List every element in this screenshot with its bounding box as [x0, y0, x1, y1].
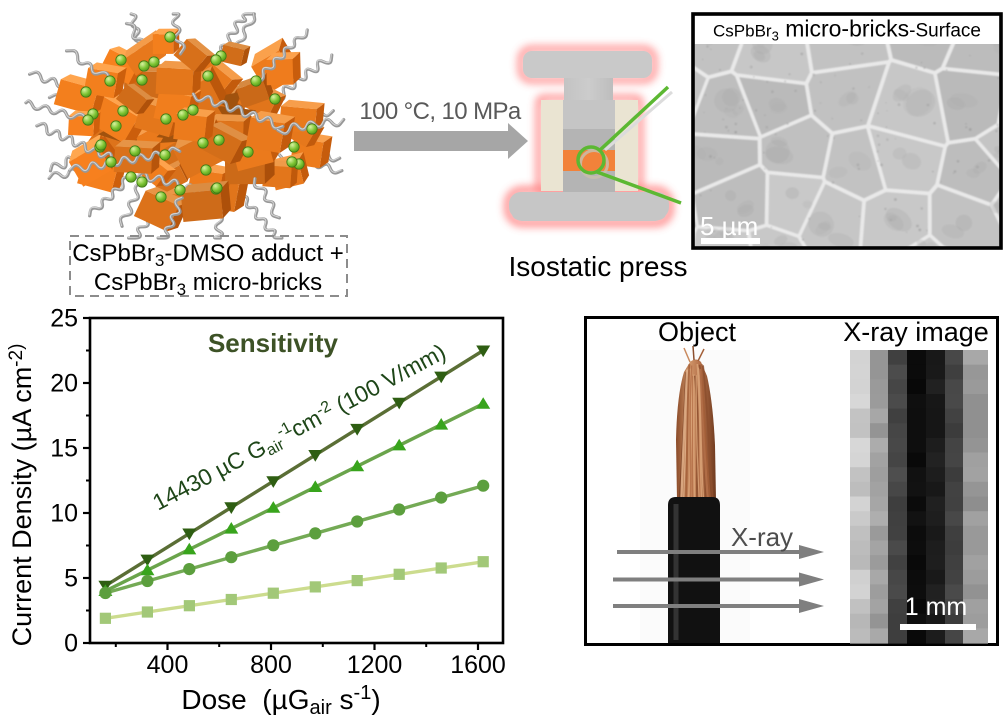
svg-text:15: 15 [50, 435, 78, 463]
svg-text:5 µm: 5 µm [700, 211, 758, 241]
svg-text:CsPbBr3 micro-bricks: CsPbBr3 micro-bricks [94, 269, 322, 299]
svg-text:Dose (µGair s-1): Dose (µGair s-1) [181, 682, 380, 719]
svg-text:400: 400 [147, 651, 189, 679]
svg-text:Isostatic press: Isostatic press [509, 251, 688, 282]
svg-text:Sensitivity: Sensitivity [208, 328, 339, 358]
svg-text:CsPbBr3-DMSO adduct +: CsPbBr3-DMSO adduct + [72, 240, 344, 270]
svg-text:5: 5 [64, 565, 78, 593]
svg-text:10: 10 [50, 500, 78, 528]
svg-text:0: 0 [64, 630, 78, 658]
svg-text:800: 800 [250, 651, 292, 679]
svg-text:25: 25 [50, 305, 78, 333]
svg-text:1 mm: 1 mm [905, 593, 968, 621]
svg-text:Current Density (µA cm-2): Current Density (µA cm-2) [6, 344, 37, 647]
svg-text:20: 20 [50, 370, 78, 398]
svg-text:100 °C, 10 MPa: 100 °C, 10 MPa [359, 98, 522, 125]
svg-text:X-ray image: X-ray image [843, 317, 989, 347]
svg-text:1600: 1600 [450, 651, 506, 679]
svg-text:X-ray: X-ray [731, 522, 793, 552]
svg-text:1200: 1200 [347, 651, 403, 679]
svg-text:Object: Object [658, 317, 737, 347]
